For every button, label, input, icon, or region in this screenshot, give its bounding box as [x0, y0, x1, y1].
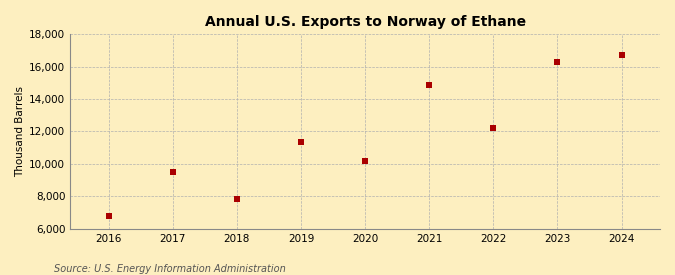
- Title: Annual U.S. Exports to Norway of Ethane: Annual U.S. Exports to Norway of Ethane: [205, 15, 526, 29]
- Point: [616, 52, 627, 57]
- Point: [167, 170, 178, 174]
- Point: [488, 126, 499, 130]
- Point: [552, 60, 563, 64]
- Text: Source: U.S. Energy Information Administration: Source: U.S. Energy Information Administ…: [54, 264, 286, 274]
- Point: [424, 83, 435, 87]
- Point: [360, 159, 371, 164]
- Point: [296, 140, 306, 144]
- Y-axis label: Thousand Barrels: Thousand Barrels: [15, 86, 25, 177]
- Point: [232, 197, 242, 202]
- Point: [103, 214, 114, 219]
